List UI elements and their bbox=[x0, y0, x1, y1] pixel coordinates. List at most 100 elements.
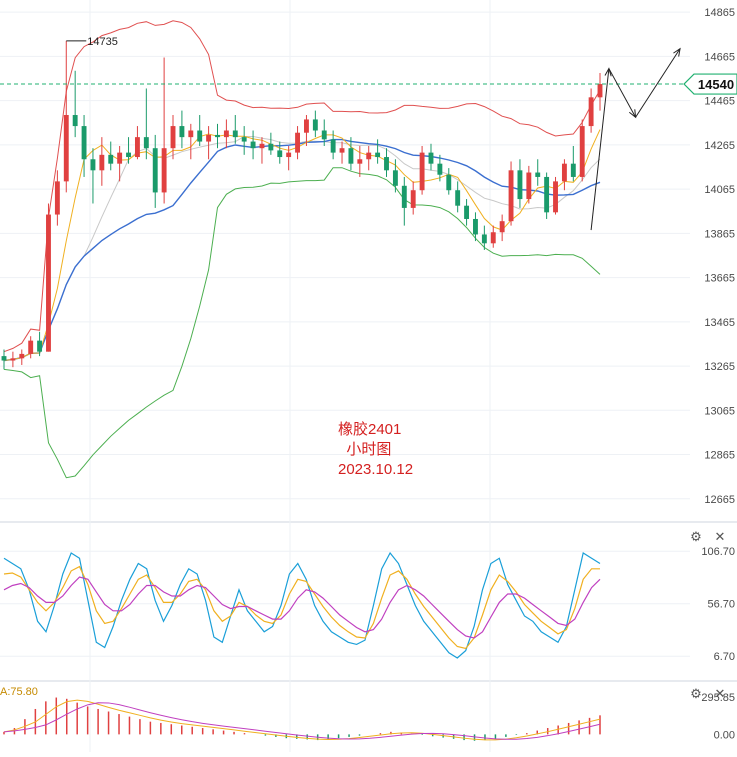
candle-body bbox=[241, 137, 247, 142]
price-tick-label: 13465 bbox=[704, 317, 735, 329]
candle-body bbox=[339, 148, 345, 153]
candle-body bbox=[188, 130, 194, 138]
price-tick-label: 13065 bbox=[704, 405, 735, 417]
candle-body bbox=[490, 232, 496, 244]
price-tick-label: 12865 bbox=[704, 450, 735, 462]
trend-arrow-head bbox=[628, 109, 637, 119]
candle-body bbox=[579, 126, 585, 177]
candle-body bbox=[268, 143, 274, 151]
price-tick-label: 14265 bbox=[704, 140, 735, 152]
candle-body bbox=[170, 126, 176, 149]
macd-dea-line bbox=[3, 702, 601, 740]
price-tick-label: 14665 bbox=[704, 51, 735, 63]
candle-body bbox=[588, 97, 594, 127]
candle-body bbox=[152, 148, 158, 193]
candle-body bbox=[401, 185, 407, 208]
osc-series-line bbox=[3, 576, 601, 639]
osc-tick-label: 56.70 bbox=[707, 599, 735, 611]
trend-arrow-line bbox=[635, 48, 681, 118]
candle-body bbox=[10, 358, 16, 361]
candle-body bbox=[117, 152, 123, 164]
candle-body bbox=[81, 126, 87, 160]
candle-body bbox=[108, 154, 114, 164]
candle-body bbox=[126, 152, 131, 158]
candle-body bbox=[517, 170, 523, 200]
last-price-tag bbox=[683, 73, 737, 95]
candle-body bbox=[179, 126, 185, 138]
candle-body bbox=[473, 218, 478, 235]
candle-body bbox=[161, 148, 167, 193]
candle-body bbox=[312, 119, 318, 131]
candle-body bbox=[366, 152, 372, 160]
candle-body bbox=[197, 130, 203, 142]
lower-band-line bbox=[3, 167, 601, 479]
candle-body bbox=[437, 163, 443, 175]
price-tick-label: 14865 bbox=[704, 7, 735, 19]
candle-body bbox=[215, 134, 220, 138]
ma10-line bbox=[3, 136, 601, 361]
candle-body bbox=[19, 353, 25, 359]
title-line-2: 小时图 bbox=[346, 441, 392, 458]
candle-body bbox=[330, 139, 336, 153]
macd-tick-label: 0.00 bbox=[714, 729, 735, 741]
candle-body bbox=[419, 152, 425, 191]
candle-body bbox=[570, 163, 576, 177]
candle-body bbox=[63, 115, 69, 182]
price-tick-label: 13665 bbox=[704, 273, 735, 285]
candle-body bbox=[348, 148, 354, 164]
candle-body bbox=[455, 190, 461, 206]
candle-body bbox=[304, 119, 309, 133]
candle-body bbox=[499, 221, 505, 233]
macd-value-label: A:75.80 bbox=[0, 686, 38, 698]
candle-body bbox=[250, 141, 256, 149]
candle-body bbox=[526, 172, 532, 200]
candle-body bbox=[428, 152, 434, 164]
osc-series-line bbox=[3, 551, 601, 659]
candle-body bbox=[37, 340, 43, 352]
candle-body bbox=[143, 137, 149, 149]
candle-body bbox=[392, 170, 398, 186]
candle-body bbox=[535, 172, 541, 177]
candle-body bbox=[410, 190, 416, 208]
candle-body bbox=[223, 130, 229, 138]
osc-series-line bbox=[3, 565, 600, 650]
candle-body bbox=[446, 174, 452, 191]
candle-body bbox=[544, 176, 550, 213]
candle-body bbox=[286, 152, 292, 158]
price-tick-label: 13865 bbox=[704, 228, 735, 240]
oscillator-settings-icon[interactable]: ⚙ bbox=[690, 529, 702, 544]
trend-arrow-head bbox=[673, 47, 681, 57]
candle-body bbox=[384, 157, 389, 171]
candle-body bbox=[54, 181, 60, 215]
candle-body bbox=[206, 134, 212, 142]
candle-body bbox=[46, 214, 51, 352]
macd-settings-icon[interactable]: ⚙ bbox=[690, 686, 702, 701]
candle-body bbox=[553, 181, 558, 213]
price-tick-label: 13265 bbox=[704, 361, 735, 373]
trend-arrow-line bbox=[608, 68, 637, 118]
price-tick-label: 14465 bbox=[704, 96, 735, 108]
candle-body bbox=[464, 205, 470, 219]
candle-body bbox=[295, 132, 300, 153]
price-tick-label: 12665 bbox=[704, 494, 735, 506]
candle-body bbox=[134, 137, 140, 158]
macd-tick-label: 295.85 bbox=[701, 692, 735, 704]
candle-body bbox=[28, 340, 34, 354]
last-price-label: 14540 bbox=[698, 77, 734, 92]
price-tick-label: 14065 bbox=[704, 184, 735, 196]
title-line-3: 2023.10.12 bbox=[338, 461, 414, 478]
chart-title: 橡胶2401 小时图 2023.10.12 bbox=[338, 420, 413, 480]
oscillator-close-icon[interactable]: ✕ bbox=[714, 529, 726, 544]
candle-body bbox=[375, 152, 381, 158]
candle-body bbox=[1, 356, 7, 361]
candle-body bbox=[321, 130, 327, 140]
macd-close-icon[interactable]: ✕ bbox=[714, 686, 726, 701]
candle-body bbox=[561, 163, 567, 182]
candle-body bbox=[357, 159, 363, 164]
candle-body bbox=[508, 170, 514, 222]
macd-dif-line bbox=[3, 699, 601, 741]
trend-arrow-line bbox=[590, 68, 610, 231]
candle-body bbox=[72, 115, 78, 127]
